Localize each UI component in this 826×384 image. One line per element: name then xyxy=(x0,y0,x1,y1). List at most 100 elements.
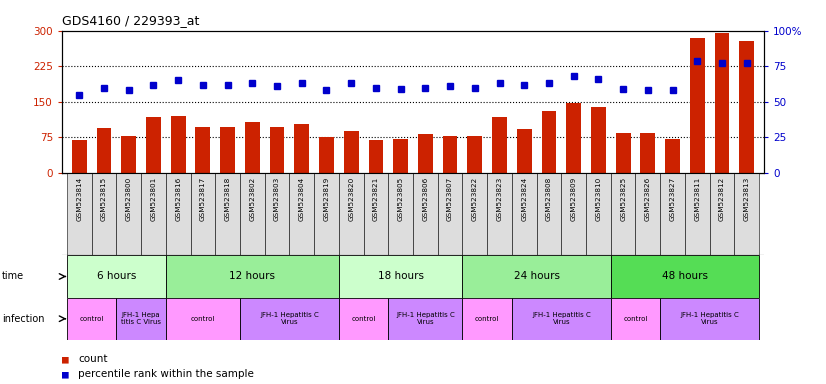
Bar xyxy=(418,134,433,173)
Text: time: time xyxy=(2,271,24,281)
Bar xyxy=(487,173,512,255)
Bar xyxy=(586,173,610,255)
Bar xyxy=(221,127,235,173)
Bar xyxy=(166,255,339,298)
Text: GSM523808: GSM523808 xyxy=(546,177,552,221)
Bar xyxy=(685,173,710,255)
Bar xyxy=(92,173,116,255)
Bar xyxy=(734,173,759,255)
Bar xyxy=(512,298,610,340)
Bar xyxy=(216,173,240,255)
Bar xyxy=(166,298,240,340)
Text: 12 hours: 12 hours xyxy=(230,271,275,281)
Text: GSM523818: GSM523818 xyxy=(225,177,230,221)
Bar xyxy=(739,41,754,173)
Bar xyxy=(72,140,87,173)
Text: GSM523805: GSM523805 xyxy=(397,177,404,221)
Text: 18 hours: 18 hours xyxy=(377,271,424,281)
Text: GSM523827: GSM523827 xyxy=(670,177,676,221)
Bar xyxy=(492,117,507,173)
Bar xyxy=(443,136,458,173)
Text: GSM523811: GSM523811 xyxy=(695,177,700,221)
Bar xyxy=(610,173,635,255)
Text: GSM523823: GSM523823 xyxy=(496,177,502,221)
Text: percentile rank within the sample: percentile rank within the sample xyxy=(78,369,254,379)
Text: GSM523817: GSM523817 xyxy=(200,177,206,221)
Text: GSM523807: GSM523807 xyxy=(447,177,453,221)
Text: GSM523812: GSM523812 xyxy=(719,177,725,221)
Bar xyxy=(388,173,413,255)
Bar xyxy=(67,255,166,298)
Bar xyxy=(289,173,314,255)
Bar xyxy=(463,255,610,298)
Text: JFH-1 Hepatitis C
Virus: JFH-1 Hepatitis C Virus xyxy=(396,312,455,325)
Bar xyxy=(438,173,463,255)
Bar xyxy=(591,108,605,173)
Text: GSM523824: GSM523824 xyxy=(521,177,527,221)
Bar xyxy=(635,173,660,255)
Bar xyxy=(97,128,112,173)
Text: count: count xyxy=(78,354,108,364)
Bar xyxy=(517,129,532,173)
Bar xyxy=(610,255,759,298)
Text: GSM523801: GSM523801 xyxy=(150,177,156,221)
Text: JFH-1 Hepatitis C
Virus: JFH-1 Hepatitis C Virus xyxy=(681,312,739,325)
Bar xyxy=(67,298,116,340)
Bar xyxy=(319,137,334,173)
Bar xyxy=(244,122,259,173)
Text: control: control xyxy=(624,316,648,322)
Bar xyxy=(660,298,759,340)
Text: GSM523820: GSM523820 xyxy=(349,177,354,221)
Bar xyxy=(567,103,582,173)
Bar xyxy=(264,173,289,255)
Text: ■: ■ xyxy=(62,369,69,379)
Bar xyxy=(714,33,729,173)
Bar xyxy=(368,140,383,173)
Bar xyxy=(562,173,586,255)
Bar xyxy=(690,38,705,173)
Bar xyxy=(166,173,191,255)
Bar xyxy=(665,139,680,173)
Text: GSM523821: GSM523821 xyxy=(373,177,379,221)
Bar xyxy=(339,173,363,255)
Bar xyxy=(146,117,161,173)
Bar xyxy=(171,116,186,173)
Bar xyxy=(240,173,264,255)
Bar xyxy=(610,298,660,340)
Bar xyxy=(710,173,734,255)
Text: GSM523826: GSM523826 xyxy=(645,177,651,221)
Text: GSM523802: GSM523802 xyxy=(249,177,255,221)
Text: control: control xyxy=(79,316,104,322)
Bar xyxy=(660,173,685,255)
Text: JFH-1 Hepatitis C
Virus: JFH-1 Hepatitis C Virus xyxy=(260,312,319,325)
Bar xyxy=(116,173,141,255)
Text: ■: ■ xyxy=(62,354,69,364)
Text: control: control xyxy=(191,316,215,322)
Text: GSM523800: GSM523800 xyxy=(126,177,131,221)
Text: GSM523815: GSM523815 xyxy=(101,177,107,221)
Bar xyxy=(512,173,537,255)
Bar xyxy=(542,111,557,173)
Bar xyxy=(388,298,463,340)
Text: 48 hours: 48 hours xyxy=(662,271,708,281)
Bar xyxy=(240,298,339,340)
Bar xyxy=(141,173,166,255)
Text: GSM523814: GSM523814 xyxy=(76,177,83,221)
Bar xyxy=(269,127,284,173)
Bar xyxy=(463,173,487,255)
Text: 6 hours: 6 hours xyxy=(97,271,136,281)
Bar xyxy=(314,173,339,255)
Bar xyxy=(393,139,408,173)
Text: GSM523809: GSM523809 xyxy=(571,177,577,221)
Bar xyxy=(116,298,166,340)
Bar xyxy=(121,136,136,173)
Bar xyxy=(468,136,482,173)
Bar xyxy=(191,173,216,255)
Bar xyxy=(363,173,388,255)
Text: GSM523806: GSM523806 xyxy=(422,177,429,221)
Bar xyxy=(67,173,92,255)
Text: GDS4160 / 229393_at: GDS4160 / 229393_at xyxy=(62,14,199,27)
Text: GSM523822: GSM523822 xyxy=(472,177,477,221)
Bar xyxy=(640,132,655,173)
Text: GSM523825: GSM523825 xyxy=(620,177,626,221)
